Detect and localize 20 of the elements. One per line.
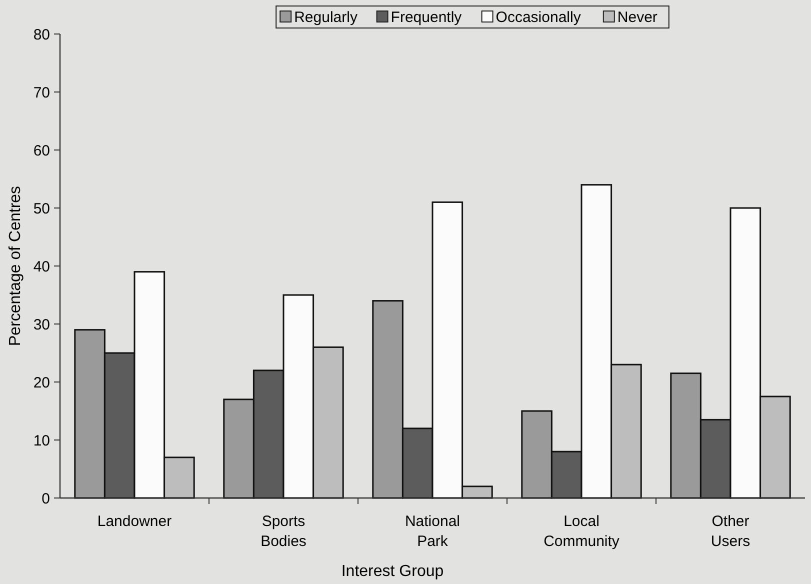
y-tick-label: 0 (42, 490, 50, 508)
y-axis-title: Percentage of Centres (7, 186, 24, 346)
y-tick-label: 60 (33, 142, 50, 160)
y-tick-label: 20 (33, 374, 50, 392)
x-axis-title: Interest Group (341, 563, 444, 580)
legend-label: Occasionally (496, 9, 582, 26)
x-tick-label: National Park (404, 513, 460, 550)
legend-label: Never (617, 9, 658, 26)
y-tick-label: 80 (33, 26, 50, 44)
y-tick-label: 10 (33, 432, 50, 450)
x-tick-label: Landowner (97, 513, 172, 530)
x-tick-label: Other Users (710, 513, 750, 550)
legend-label: Regularly (294, 9, 358, 26)
y-tick-label: 50 (33, 200, 50, 218)
x-tick-label: Sports Bodies (260, 513, 306, 550)
legend-label: Frequently (390, 9, 462, 26)
x-tick-label: Local Community (544, 513, 620, 550)
y-tick-label: 30 (33, 316, 50, 334)
y-tick-label: 40 (33, 258, 50, 276)
y-tick-label: 70 (33, 84, 50, 102)
